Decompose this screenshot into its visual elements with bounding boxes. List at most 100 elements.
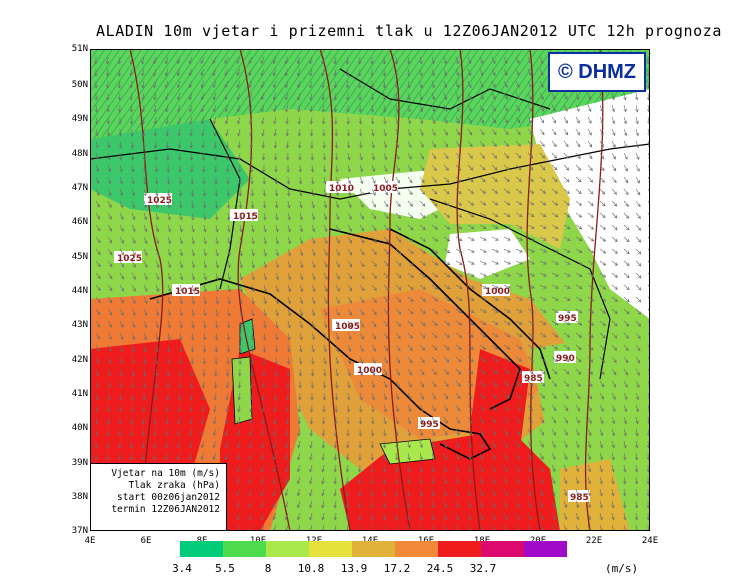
wind-arrow xyxy=(611,356,617,364)
wind-arrow xyxy=(491,56,496,64)
wind-arrow xyxy=(551,308,559,313)
wind-arrow xyxy=(323,176,327,185)
wind-arrow xyxy=(431,332,438,339)
wind-arrow xyxy=(371,260,377,267)
wind-arrow xyxy=(419,440,423,449)
wind-arrow xyxy=(371,416,375,425)
wind-arrow xyxy=(419,332,426,339)
wind-arrow xyxy=(94,68,98,77)
wind-arrow xyxy=(155,308,160,317)
wind-arrow xyxy=(239,284,243,293)
wind-arrow xyxy=(167,272,172,281)
wind-arrow xyxy=(503,272,511,277)
wind-arrow xyxy=(382,512,387,521)
wind-arrow xyxy=(248,56,253,64)
wind-arrow xyxy=(563,236,571,241)
isobar-label: 985 xyxy=(524,374,543,384)
wind-arrow xyxy=(479,248,487,253)
wind-arrow xyxy=(167,224,171,233)
wind-arrow xyxy=(635,116,639,125)
wind-arrow xyxy=(236,512,241,520)
wind-arrow xyxy=(212,92,217,101)
wind-arrow xyxy=(141,68,145,77)
wind-arrow xyxy=(599,284,607,290)
wind-arrow xyxy=(634,500,639,509)
wind-arrow xyxy=(178,164,182,173)
wind-arrow xyxy=(287,332,291,341)
wind-arrow xyxy=(491,152,498,159)
wind-arrow xyxy=(503,308,511,313)
wind-arrow xyxy=(311,356,315,365)
wind-arrow xyxy=(383,128,387,137)
wind-arrow xyxy=(479,404,485,412)
wind-arrow xyxy=(599,224,606,230)
wind-arrow xyxy=(321,104,326,113)
wind-arrow xyxy=(563,416,568,424)
wind-arrow xyxy=(383,356,388,364)
wind-arrow xyxy=(503,116,509,124)
wind-arrow xyxy=(273,116,277,125)
wind-arrow xyxy=(236,476,241,484)
wind-arrow xyxy=(551,392,557,399)
wind-arrow xyxy=(263,224,267,233)
wind-arrow xyxy=(515,224,523,229)
wind-arrow xyxy=(455,320,463,326)
wind-arrow xyxy=(311,248,316,256)
wind-arrow xyxy=(261,404,265,413)
wind-arrow xyxy=(321,440,326,449)
wind-arrow xyxy=(515,116,521,124)
wind-arrow xyxy=(143,308,148,317)
wind-arrow xyxy=(407,476,411,485)
wind-arrow xyxy=(419,236,426,242)
wind-arrow xyxy=(131,188,135,197)
wind-arrow xyxy=(227,296,231,305)
wind-arrow xyxy=(370,512,374,521)
wind-arrow xyxy=(443,356,450,363)
wind-arrow xyxy=(321,68,325,77)
wind-arrow xyxy=(248,68,253,76)
wind-arrow xyxy=(95,344,100,352)
wind-arrow xyxy=(334,116,338,125)
wind-arrow xyxy=(248,500,253,508)
wind-arrow xyxy=(346,128,351,137)
wind-arrow xyxy=(215,296,219,305)
wind-arrow xyxy=(358,476,362,485)
wind-arrow xyxy=(179,224,183,233)
wind-arrow xyxy=(575,476,580,485)
wind-arrow xyxy=(623,104,627,113)
wind-arrow xyxy=(587,308,595,314)
wind-arrow xyxy=(370,464,374,473)
wind-arrow xyxy=(395,272,402,279)
wind-arrow xyxy=(167,188,171,197)
wind-arrow xyxy=(383,344,389,352)
wind-arrow xyxy=(599,104,604,113)
lon-label: 22E xyxy=(585,536,603,546)
wind-arrow xyxy=(130,116,134,125)
lat-label: 46N xyxy=(71,217,88,227)
wind-arrow xyxy=(419,272,427,278)
wind-arrow xyxy=(635,356,640,364)
wind-arrow xyxy=(177,128,181,137)
calm-area-east xyxy=(530,89,650,319)
wind-arrow xyxy=(347,212,352,220)
wind-arrow xyxy=(383,368,388,376)
wind-arrow xyxy=(296,56,301,65)
wind-arrow xyxy=(431,140,436,148)
wind-arrow xyxy=(239,296,243,305)
wind-arrow xyxy=(382,92,387,101)
wind-arrow xyxy=(467,92,472,100)
wind-arrow xyxy=(563,452,568,460)
wind-arrow xyxy=(455,440,460,448)
wind-arrow xyxy=(443,56,448,65)
wind-arrow xyxy=(563,164,570,171)
wind-arrow xyxy=(491,416,497,424)
info-line-wind: Vjetar na 10m (m/s) xyxy=(111,468,220,479)
isobar-label: 995 xyxy=(420,420,439,430)
wind-arrow xyxy=(443,404,448,412)
wind-arrow xyxy=(285,116,289,125)
wind-arrow xyxy=(286,188,291,197)
wind-arrow xyxy=(563,248,571,253)
wind-arrow xyxy=(345,68,350,77)
wind-arrow xyxy=(527,260,535,265)
wind-arrow xyxy=(455,104,460,112)
